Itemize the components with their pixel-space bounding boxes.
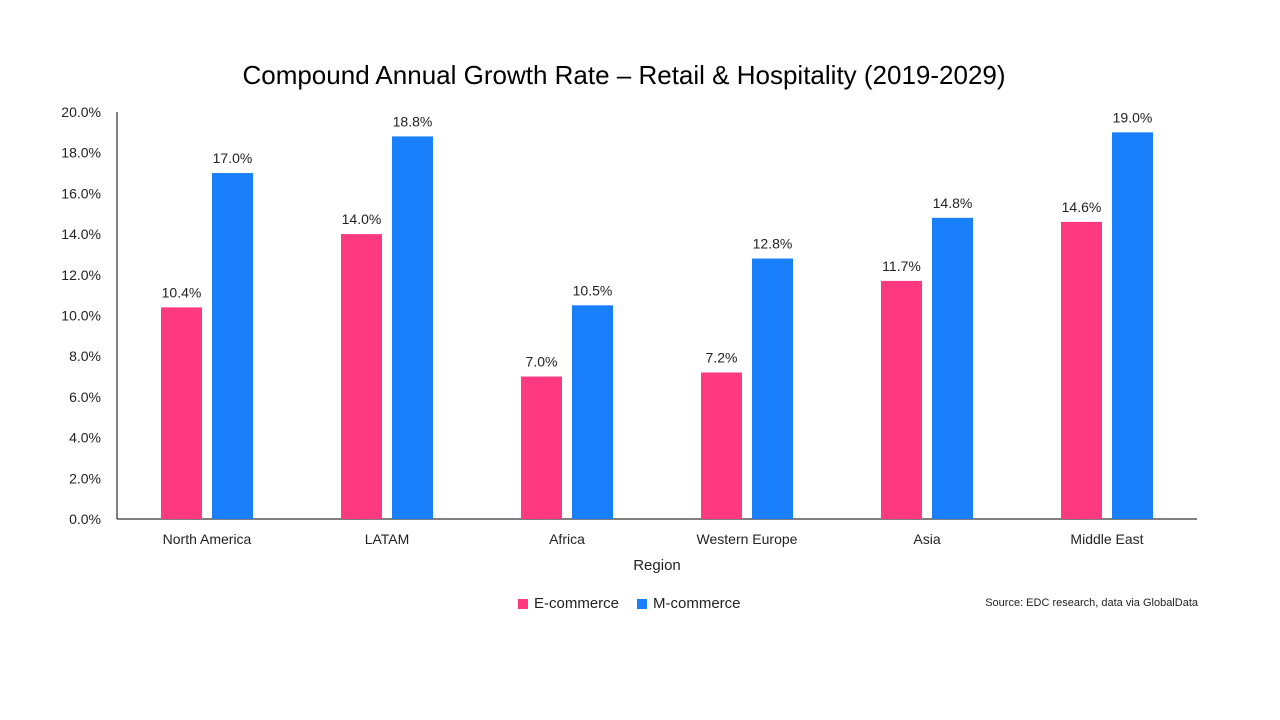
y-tick-label: 8.0% <box>69 348 101 364</box>
data-label: 14.6% <box>1062 199 1102 215</box>
category-labels: North America LATAM Africa Western Europe As… <box>163 531 1144 547</box>
legend-label-mcommerce: M-commerce <box>653 595 741 612</box>
bar-e-commerce-asia <box>881 280 922 519</box>
y-tick-label: 6.0% <box>69 389 101 405</box>
y-tick-label: 18.0% <box>61 145 101 161</box>
data-label: 18.8% <box>393 113 433 129</box>
bar-m-commerce-asia <box>932 217 973 519</box>
x-tick-label: Africa <box>549 531 585 547</box>
x-tick-label: North America <box>163 531 252 547</box>
x-axis-title: Region <box>633 557 681 574</box>
x-tick-label: Middle East <box>1070 531 1143 547</box>
bar-m-commerce-north-america <box>212 173 253 520</box>
data-label: 14.0% <box>342 211 382 227</box>
y-tick-label: 16.0% <box>61 185 101 201</box>
source-note: Source: EDC research, data via GlobalDat… <box>985 597 1198 609</box>
y-tick-label: 0.0% <box>69 511 101 527</box>
data-label: 14.8% <box>933 195 973 211</box>
legend-label-ecommerce: E-commerce <box>534 595 620 612</box>
y-tick-label: 20.0% <box>61 104 101 120</box>
y-tick-label: 10.0% <box>61 308 101 324</box>
bar-e-commerce-latam <box>341 234 382 519</box>
data-label: 10.4% <box>162 284 202 300</box>
legend-swatch-mcommerce <box>637 598 648 609</box>
bar-m-commerce-africa <box>572 305 613 519</box>
bars: 10.4% 17.0% 14.0% 18.8% 7.0% 10.5% 7.2% 12.8% 11… <box>161 109 1153 520</box>
legend-swatch-ecommerce <box>518 598 528 609</box>
legend: E-commerce M-commerce <box>518 595 741 612</box>
y-tick-label: 14.0% <box>61 226 101 242</box>
chart-title: Compound Annual Growth Rate – Retail & H… <box>242 60 1006 90</box>
bar-m-commerce-western-europe <box>752 258 793 519</box>
x-tick-label: Western Europe <box>697 531 798 547</box>
y-tick-label: 2.0% <box>69 470 101 486</box>
x-tick-label: LATAM <box>365 531 410 547</box>
data-label: 10.5% <box>573 282 613 298</box>
bar-e-commerce-africa <box>521 376 562 519</box>
bar-e-commerce-middle-east <box>1061 221 1102 519</box>
x-tick-label: Asia <box>913 531 940 547</box>
data-label: 7.0% <box>526 354 558 370</box>
data-label: 19.0% <box>1113 109 1153 125</box>
data-label: 17.0% <box>213 150 253 166</box>
y-tick-label: 12.0% <box>61 267 101 283</box>
data-label: 11.7% <box>882 258 921 274</box>
y-axis-ticks: 0.0% 2.0% 4.0% 6.0% 8.0% 10.0% 12.0% 14.0% 16.0%… <box>61 104 101 527</box>
y-tick-label: 4.0% <box>69 430 101 446</box>
legend-item-mcommerce: M-commerce <box>637 595 741 612</box>
bar-e-commerce-north-america <box>161 307 202 519</box>
bar-e-commerce-western-europe <box>701 372 742 519</box>
bar-m-commerce-latam <box>392 136 433 520</box>
bar-m-commerce-middle-east <box>1112 132 1153 519</box>
data-label: 7.2% <box>706 349 738 365</box>
legend-item-ecommerce: E-commerce <box>518 595 619 612</box>
data-label: 12.8% <box>753 236 793 252</box>
